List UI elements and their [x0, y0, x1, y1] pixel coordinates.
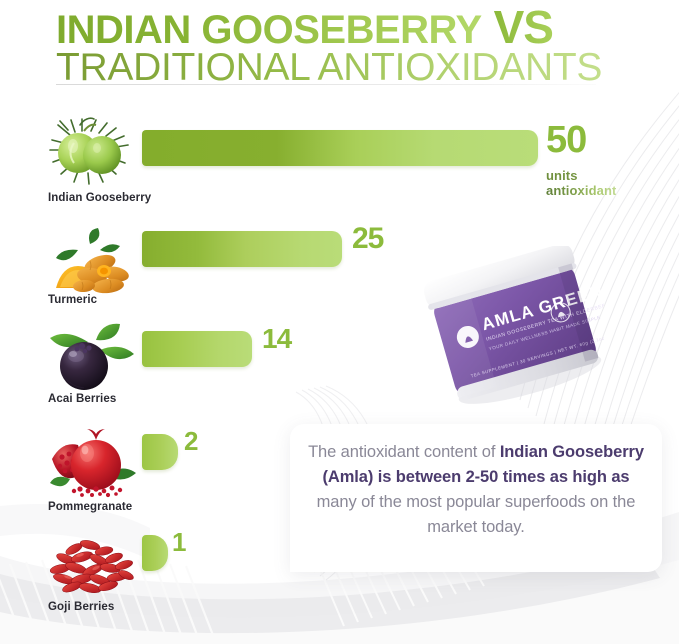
bar-3 [142, 434, 178, 470]
row-label-1: Turmeric [48, 294, 98, 306]
gooseberry-icon [44, 113, 140, 191]
bar-value-1: 25 [352, 222, 384, 255]
bar-0 [142, 130, 538, 166]
callout-bold: Indian Gooseberry (Amla) is between 2-50… [322, 443, 645, 486]
title-divider [56, 84, 596, 85]
bar-value-3: 2 [184, 426, 199, 457]
row-label-0: Indian Gooseberry [48, 192, 152, 204]
title-vs-text: VS [493, 1, 554, 53]
units-line-1: units [546, 168, 616, 183]
bar-2 [142, 331, 252, 367]
units-line-2: antioxidant [546, 183, 617, 198]
row-label-4: Goji Berries [48, 601, 115, 613]
row-label-2: Acai Berries [48, 393, 117, 405]
acai-icon [44, 320, 140, 398]
bar-value-4: 1 [172, 527, 187, 558]
page-title: INDIAN GOOSEBERRY VS TRADITIONAL ANTIOXID… [56, 4, 656, 89]
title-line-2: TRADITIONAL ANTIOXIDANTS [56, 47, 656, 89]
amla-green-jar: AMLA GREEN INDIAN GOOSEBERRY TEA WITH EL… [423, 243, 620, 404]
title-main-text: INDIAN GOOSEBERRY [56, 8, 482, 52]
callout-part-2: many of the most popular superfoods on t… [316, 493, 636, 536]
callout-text: The antioxidant content of Indian Gooseb… [308, 440, 644, 540]
bar-value-2: 14 [262, 322, 292, 354]
callout-part-1: The antioxidant content of [308, 443, 500, 461]
title-line-1: INDIAN GOOSEBERRY VS [56, 4, 656, 52]
bar-value-0: 50 [546, 118, 587, 161]
pomegranate-icon [44, 425, 140, 503]
units-antioxidant-label: units antioxidant [546, 168, 616, 198]
row-label-3: Pommegranate [48, 501, 133, 513]
callout-box: The antioxidant content of Indian Gooseb… [290, 424, 662, 572]
product-jar-image: AMLA GREEN INDIAN GOOSEBERRY TEA WITH EL… [423, 243, 620, 416]
goji-icon [44, 527, 140, 605]
bar-4 [142, 535, 168, 571]
bar-1 [142, 231, 342, 267]
turmeric-icon [44, 228, 140, 306]
